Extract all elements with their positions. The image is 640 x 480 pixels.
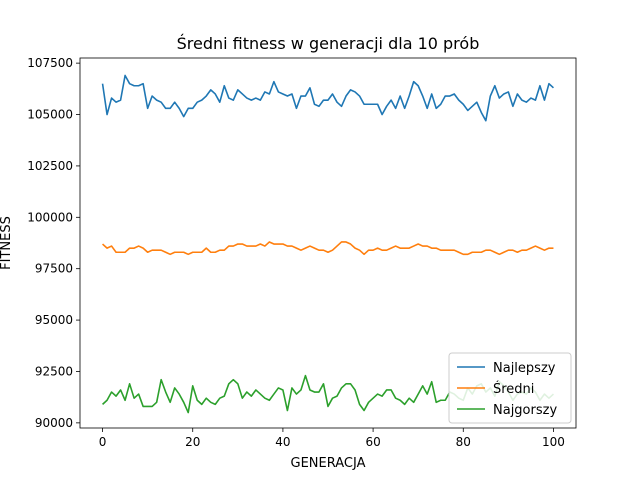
x-axis-ticks: 0 20 40 60 80 100 — [99, 428, 565, 449]
y-axis-label: FITNESS — [0, 216, 14, 270]
chart-title: Średni fitness w generacji dla 10 prób — [177, 34, 480, 53]
legend-entry-label: Średni — [493, 381, 534, 397]
y-tick-label: 102500 — [27, 159, 73, 173]
legend-box — [448, 352, 572, 424]
x-tick-label: 40 — [275, 435, 290, 449]
legend-entry-label: Najgorszy — [493, 403, 557, 418]
y-tick-label: 107500 — [27, 56, 73, 70]
x-axis-label: GENERACJA — [291, 456, 366, 471]
x-tick-label: 80 — [456, 435, 471, 449]
x-tick-label: 20 — [185, 435, 200, 449]
y-axis-ticks: 90000 92500 95000 97500 100000 102500 105000 10… — [27, 56, 80, 430]
x-tick-label: 0 — [99, 435, 107, 449]
y-tick-label: 90000 — [35, 416, 73, 430]
x-tick-label: 100 — [542, 435, 565, 449]
series-line — [102, 241, 554, 256]
axes-frame — [79, 57, 577, 429]
legend-entry-label: Najlepszy — [493, 361, 556, 376]
y-tick-label: 97500 — [35, 262, 73, 276]
x-tick-label: 60 — [365, 435, 380, 449]
y-tick-label: 105000 — [27, 108, 73, 122]
y-tick-label: 92500 — [35, 364, 73, 378]
y-tick-label: 95000 — [35, 313, 73, 327]
y-tick-label: 100000 — [27, 210, 73, 224]
series-line — [101, 74, 554, 122]
legend: Najlepszy Średni Najgorszy — [448, 352, 572, 424]
